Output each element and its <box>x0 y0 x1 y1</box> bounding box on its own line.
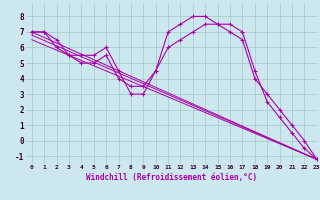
X-axis label: Windchill (Refroidissement éolien,°C): Windchill (Refroidissement éolien,°C) <box>86 173 257 182</box>
